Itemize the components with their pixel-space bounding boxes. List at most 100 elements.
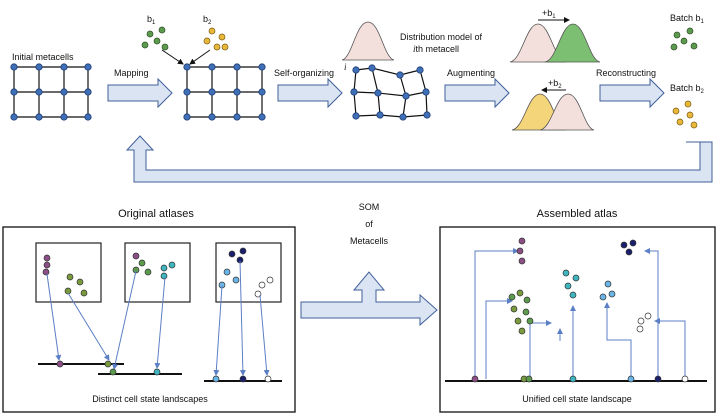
grid-node	[352, 66, 360, 74]
original-atlases-title: Original atlases	[118, 208, 194, 220]
grid-node	[368, 64, 376, 72]
cell-dot	[686, 111, 694, 119]
reconstructing-label: Reconstructing	[596, 68, 656, 78]
b1-map-arrow	[161, 49, 184, 65]
distinct-landscapes-caption: Distinct cell state landscapes	[92, 394, 208, 404]
assembled-atlas-panel	[439, 226, 716, 413]
cell-dot	[258, 281, 266, 289]
link-arrow	[654, 318, 686, 379]
cell-dot	[681, 375, 689, 383]
cell-dot	[654, 375, 662, 383]
atlas-box-3	[215, 242, 282, 303]
grid-node	[35, 113, 43, 121]
cell-dot	[232, 276, 240, 284]
cell-dot	[636, 325, 644, 333]
b2-cluster	[203, 27, 229, 51]
link-arrow	[644, 248, 659, 379]
link-arrow	[485, 298, 513, 379]
grid-node	[60, 113, 68, 121]
grid-node	[183, 88, 191, 96]
cell-dot	[153, 37, 161, 45]
b1-cluster	[141, 26, 169, 51]
grid-node	[84, 63, 92, 71]
som-label-line1: SOM	[359, 202, 380, 212]
cell-dot	[76, 278, 84, 286]
grid-node	[10, 113, 18, 121]
grid-node	[233, 88, 241, 96]
cell-dot	[625, 248, 633, 256]
projection-arrow	[213, 285, 223, 376]
grid-node	[84, 113, 92, 121]
grid-node	[60, 63, 68, 71]
grid-node	[208, 113, 216, 121]
grid-node	[10, 63, 18, 71]
grid-node	[258, 88, 266, 96]
cell-dot	[604, 280, 612, 288]
cell-dot	[676, 118, 684, 126]
som-label-line3: Metacells	[350, 236, 389, 246]
atlas-section: Original atlases Assembled atlas SOM of …	[2, 202, 716, 413]
cell-dot	[569, 291, 577, 299]
grid-node	[352, 112, 360, 120]
cell-dot	[518, 327, 526, 335]
cell-dot	[508, 293, 516, 301]
projection-arrow	[46, 273, 62, 361]
distribution-title-line2: ith metacell	[413, 44, 459, 54]
cell-dot	[644, 312, 652, 320]
grid-node	[402, 92, 410, 100]
grid-node	[183, 63, 191, 71]
link-arrow	[474, 248, 519, 379]
shift-b1-histogram: +b1	[509, 8, 601, 63]
cell-dot	[43, 261, 51, 269]
cell-dot	[161, 43, 169, 51]
cell-dot	[627, 375, 635, 383]
cell-dot	[516, 247, 524, 255]
grid-node	[374, 89, 382, 97]
cell-dot	[620, 241, 628, 249]
atlas2-dots	[132, 252, 176, 280]
grid-node	[350, 88, 358, 96]
projection-arrow	[259, 294, 270, 376]
projection-arrow	[112, 270, 137, 370]
grid-node	[416, 66, 424, 74]
som-merge-arrow	[300, 271, 438, 327]
cell-dot	[56, 360, 64, 368]
cell-dot	[569, 375, 577, 383]
batch-b1-cluster	[670, 27, 698, 51]
cell-dot	[680, 37, 688, 45]
cell-dot	[518, 237, 526, 245]
distribution-title-line1: Distribution model of	[400, 32, 483, 42]
cell-dot	[629, 239, 637, 247]
augmenting-arrow	[444, 77, 510, 109]
grid-node	[60, 88, 68, 96]
cell-dot	[254, 290, 262, 298]
cell-dot	[141, 41, 149, 49]
som-label-line2: of	[365, 219, 373, 229]
distribution-curve	[341, 21, 395, 61]
grid-node	[35, 88, 43, 96]
grid-node	[422, 88, 430, 96]
grid-node	[258, 113, 266, 121]
grid-node	[399, 113, 407, 121]
cell-dot	[523, 296, 531, 304]
initial-metacells-label: Initial metacells	[12, 52, 74, 62]
cell-dot	[218, 33, 226, 41]
cell-dot	[510, 305, 518, 313]
assembled-links	[474, 248, 686, 379]
original-baseline-dots	[56, 360, 272, 383]
cell-dot	[514, 317, 522, 325]
cell-dot	[212, 375, 220, 383]
cell-dot	[146, 30, 154, 38]
batch-b2-label: Batch b2	[670, 83, 705, 95]
grid-node	[10, 88, 18, 96]
cell-dot	[522, 308, 530, 316]
grid-node	[35, 63, 43, 71]
shift-b1-label: +b1	[542, 8, 556, 20]
shift-b2-label: +b2	[548, 78, 562, 90]
assembled-clusters	[508, 237, 652, 335]
cell-dot	[637, 317, 645, 325]
cell-dot	[221, 43, 229, 51]
pipeline-section: Initial metacells	[10, 8, 713, 183]
augmenting-label: Augmenting	[447, 68, 495, 78]
cell-dot	[239, 375, 247, 383]
